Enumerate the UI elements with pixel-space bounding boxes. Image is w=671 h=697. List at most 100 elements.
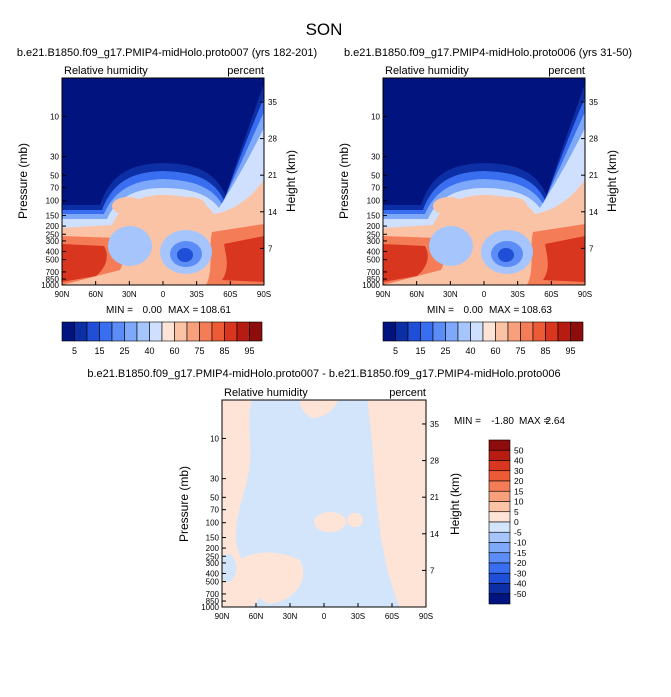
colorbar-swatch <box>488 531 511 543</box>
colorbar-label: -30 <box>514 568 527 578</box>
x-tick-label: 60S <box>223 290 237 299</box>
y-tick-label: 10 <box>50 112 59 121</box>
panel-a-heatmap <box>62 78 264 285</box>
contour-tropical-dry-left <box>108 226 152 266</box>
contour-upper-moist-right <box>495 197 527 215</box>
panel-a-title: b.e21.B1850.f09_g17.PMIP4-midHolo.proto0… <box>17 47 317 59</box>
colorbar-swatch <box>488 460 511 472</box>
y2-tick-label: 35 <box>589 98 598 107</box>
max-label: MAX = <box>519 416 549 427</box>
panel-c-ylabel: Pressure (mb) <box>177 466 191 542</box>
colorbar-swatch <box>174 321 188 342</box>
x-tick-label: 90S <box>578 290 592 299</box>
colorbar-swatch <box>482 321 496 342</box>
min-value: 0.00 <box>143 305 163 316</box>
y-tick-label: 250 <box>367 230 381 239</box>
x-tick-label: 0 <box>161 290 166 299</box>
colorbar-swatch <box>111 321 125 342</box>
y-tick-label: 100 <box>367 197 381 206</box>
y-tick-label: 30 <box>50 153 59 162</box>
colorbar-label: 60 <box>490 346 500 356</box>
contour-upper-moist-left <box>433 197 465 215</box>
colorbar-label: 40 <box>465 346 475 356</box>
colorbar-label: 20 <box>514 476 524 486</box>
colorbar-label: 15 <box>415 346 425 356</box>
colorbar-swatch <box>224 321 238 342</box>
x-tick-label: 60N <box>88 290 103 299</box>
panel-a-left-label: Relative humidity <box>64 65 148 77</box>
colorbar-label: -40 <box>514 579 527 589</box>
y-tick-label: 1000 <box>201 603 219 612</box>
colorbar-label: 40 <box>144 346 154 356</box>
colorbar-swatch <box>395 321 409 342</box>
y-tick-label: 150 <box>206 534 220 543</box>
panel-a-y2label: Height (km) <box>284 150 298 212</box>
colorbar-label: 95 <box>244 346 254 356</box>
contour-positive-midright <box>347 513 363 527</box>
colorbar-swatch <box>488 470 511 482</box>
contour-positive-right <box>368 400 426 607</box>
colorbar-swatch <box>488 521 511 533</box>
contour-moist-core <box>383 236 585 282</box>
y-tick-label: 70 <box>371 184 380 193</box>
max-label: MAX = <box>168 305 198 316</box>
max-value: 108.61 <box>200 305 231 316</box>
colorbar-swatch <box>445 321 459 342</box>
colorbar-swatch <box>488 562 511 574</box>
y-tick-label: 700 <box>46 268 60 277</box>
colorbar-swatch <box>488 542 511 554</box>
panel-c-stats: MIN = -1.80 MAX = 2.64 <box>454 416 565 427</box>
panel-b-right-label: percent <box>548 65 585 77</box>
y2-tick-label: 28 <box>268 135 277 144</box>
y2-tick-label: 21 <box>268 171 277 180</box>
min-value: 0.00 <box>464 305 484 316</box>
y-tick-label: 700 <box>367 268 381 277</box>
colorbar-label: 75 <box>194 346 204 356</box>
colorbar-label: -50 <box>514 589 527 599</box>
colorbar-swatch <box>488 501 511 513</box>
panel-c-title: b.e21.B1850.f09_g17.PMIP4-midHolo.proto0… <box>87 368 560 380</box>
colorbar-label: -20 <box>514 558 527 568</box>
min-label: MIN = <box>106 305 133 316</box>
min-value: -1.80 <box>491 416 514 427</box>
colorbar-swatch <box>61 321 75 342</box>
colorbar-swatch <box>488 511 511 523</box>
y2-tick-label: 21 <box>589 171 598 180</box>
colorbar-swatch <box>420 321 434 342</box>
colorbar-label: 5 <box>72 346 77 356</box>
y-tick-label: 850 <box>206 597 220 606</box>
contour-positive-mid <box>314 512 346 532</box>
colorbar-swatch <box>211 321 225 342</box>
colorbar-swatch <box>457 321 471 342</box>
max-value: 108.63 <box>521 305 552 316</box>
colorbar-swatch <box>407 321 421 342</box>
y-tick-label: 1000 <box>362 281 380 290</box>
colorbar-swatch <box>124 321 138 342</box>
y2-tick-label: 7 <box>430 566 435 575</box>
x-tick-label: 30S <box>351 612 365 621</box>
colorbar-swatch <box>161 321 175 342</box>
colorbar-label: 50 <box>514 445 524 455</box>
colorbar-swatch <box>495 321 509 342</box>
colorbar-label: 5 <box>393 346 398 356</box>
y-tick-label: 50 <box>50 171 59 180</box>
y-tick-label: 250 <box>206 552 220 561</box>
colorbar-swatch <box>86 321 100 342</box>
panel-control-b: b.e21.B1850.f09_g17.PMIP4-midHolo.proto0… <box>337 47 632 356</box>
y-tick-label: 300 <box>367 237 381 246</box>
x-tick-label: 30N <box>122 290 137 299</box>
colorbar-swatch <box>382 321 396 342</box>
colorbar-swatch <box>557 321 571 342</box>
y-tick-label: 200 <box>206 544 220 553</box>
x-tick-label: 30S <box>190 290 204 299</box>
contour-moist-core <box>62 236 264 282</box>
y-tick-label: 1000 <box>41 281 59 290</box>
y-tick-label: 70 <box>210 506 219 515</box>
panel-b-y2label: Height (km) <box>605 150 619 212</box>
x-tick-label: 60N <box>249 612 264 621</box>
colorbar-swatch <box>199 321 213 342</box>
max-value: 2.64 <box>546 416 566 427</box>
colorbar-swatch <box>520 321 534 342</box>
y-tick-label: 200 <box>367 222 381 231</box>
y-tick-label: 500 <box>367 256 381 265</box>
